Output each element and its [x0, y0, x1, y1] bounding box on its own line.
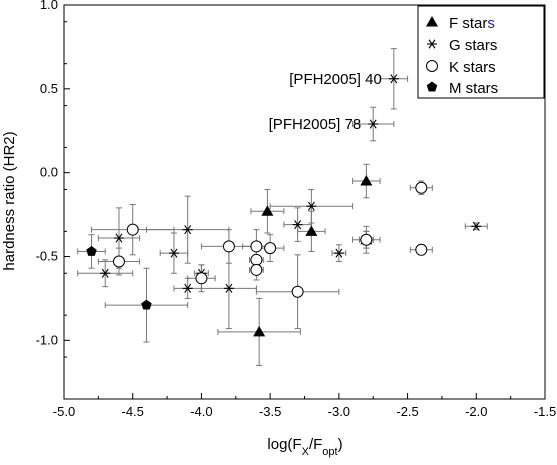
data-point-asterisk: [368, 119, 379, 129]
annotations: [PFH2005] 40 [PFH2005] 78: [269, 71, 382, 133]
legend-label-f-stars: F stars: [449, 15, 495, 32]
y-tick-label: -0.5: [36, 248, 58, 263]
legend-marker-pentagon: [426, 81, 438, 92]
legend-label-m-stars: M stars: [449, 80, 498, 97]
data-point-circle-open: [195, 272, 208, 285]
data-point-circle-open: [250, 253, 263, 266]
data-point-asterisk: [223, 283, 234, 293]
x-tick-label: -4.0: [190, 404, 212, 419]
data-point-triangle: [360, 175, 373, 186]
data-point-asterisk: [113, 233, 124, 243]
data-point-asterisk: [182, 225, 193, 235]
data-point-circle-open: [250, 240, 263, 253]
data-point-asterisk: [182, 283, 193, 293]
data-point-circle-open: [360, 233, 373, 246]
legend-marker-triangle: [426, 16, 438, 27]
legend: F stars G stars K stars M stars: [417, 5, 545, 99]
data-point-asterisk: [306, 201, 317, 211]
x-tick-label: -2.5: [396, 404, 418, 419]
data-point-pentagon: [86, 245, 97, 256]
data-point-circle-open: [126, 223, 139, 236]
data-point-circle-open: [112, 255, 125, 268]
data-point-asterisk: [388, 74, 399, 84]
legend-label-g-stars: G stars: [449, 37, 497, 54]
data-point-circle-open: [415, 181, 428, 194]
x-tick-label: -2.0: [465, 404, 487, 419]
legend-marker-circle-open: [426, 60, 438, 72]
data-point-circle-open: [264, 242, 277, 255]
data-point-triangle: [261, 205, 274, 216]
axis-ticks: -5.0 -4.5 -4.0 -3.5 -3.0 -2.5 -2.0 -1.5 1.0 0.5 0.…: [36, 0, 557, 419]
data-point-asterisk: [333, 248, 344, 258]
y-tick-label: 0.0: [40, 165, 58, 180]
data-point-circle-open: [415, 243, 428, 256]
data-point-asterisk: [471, 221, 482, 231]
legend-marker-asterisk: [427, 39, 437, 49]
y-tick-label: 0.5: [40, 81, 58, 96]
x-tick-label: -3.0: [328, 404, 350, 419]
legend-label-k-stars: K stars: [449, 59, 496, 76]
data-point-pentagon: [141, 299, 152, 310]
data-point-triangle: [253, 325, 266, 337]
data-point-asterisk: [168, 248, 179, 258]
y-tick-label: -1.0: [36, 332, 58, 347]
x-tick-label: -1.5: [534, 404, 556, 419]
x-tick-label: -5.0: [53, 404, 75, 419]
legend-box: [417, 5, 545, 99]
data-point-circle-open: [291, 285, 304, 298]
x-tick-label: -3.5: [259, 404, 281, 419]
data-point-asterisk: [292, 220, 303, 230]
data-point-asterisk: [100, 268, 111, 278]
point-annotation: [PFH2005] 78: [269, 116, 362, 133]
legend-markers: [426, 16, 438, 92]
data-markers: [86, 74, 482, 337]
data-point-triangle: [305, 225, 318, 236]
data-point-circle-open: [250, 263, 263, 276]
y-tick-label: 1.0: [40, 0, 58, 12]
point-annotation: [PFH2005] 40: [289, 71, 382, 88]
y-axis-title: hardness ratio (HR2): [1, 131, 18, 270]
data-point-circle-open: [222, 240, 235, 253]
x-axis-title: log(FX/Fopt): [267, 436, 342, 458]
x-tick-label: -4.5: [122, 404, 144, 419]
